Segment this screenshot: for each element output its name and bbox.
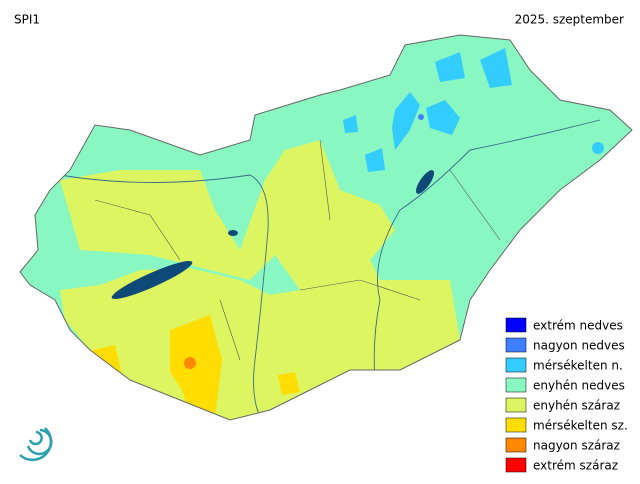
legend-swatch xyxy=(505,417,527,433)
county-borders xyxy=(94,139,501,361)
legend-label: extrém nedves xyxy=(533,319,623,333)
very-wet-spot xyxy=(418,114,424,120)
legend-label: extrém száraz xyxy=(533,459,618,473)
legend-label: enyhén nedves xyxy=(533,379,625,393)
legend-label: nagyon nedves xyxy=(533,339,625,353)
river-danube xyxy=(59,174,269,420)
legend-swatch xyxy=(505,437,527,453)
moderately-wet-spots xyxy=(343,48,512,172)
logo xyxy=(19,427,53,462)
legend-swatch xyxy=(505,377,527,393)
country-outline xyxy=(19,34,633,421)
lake-balaton xyxy=(111,260,193,300)
map-title: SPI1 xyxy=(14,13,40,27)
legend-swatch xyxy=(505,357,527,373)
legend-label: enyhén száraz xyxy=(533,399,620,413)
legend-swatch xyxy=(505,317,527,333)
legend-swatch xyxy=(505,457,527,473)
legend-swatch xyxy=(505,337,527,353)
legend-label: mérsékelten n. xyxy=(533,359,623,373)
river-tisza xyxy=(373,119,601,381)
legend-label: nagyon száraz xyxy=(533,439,620,453)
lake-tisza xyxy=(415,170,435,194)
legend-swatch xyxy=(505,397,527,413)
very-dry-spot xyxy=(184,357,196,369)
map-date: 2025. szeptember xyxy=(515,13,624,27)
moderately-wet-spot xyxy=(592,142,604,154)
dry-region xyxy=(60,140,460,420)
legend-label: mérsékelten sz. xyxy=(533,419,628,433)
legend: extrém nedves nagyon nedves mérsékelten n.… xyxy=(505,317,628,473)
lake-velence xyxy=(228,230,238,236)
